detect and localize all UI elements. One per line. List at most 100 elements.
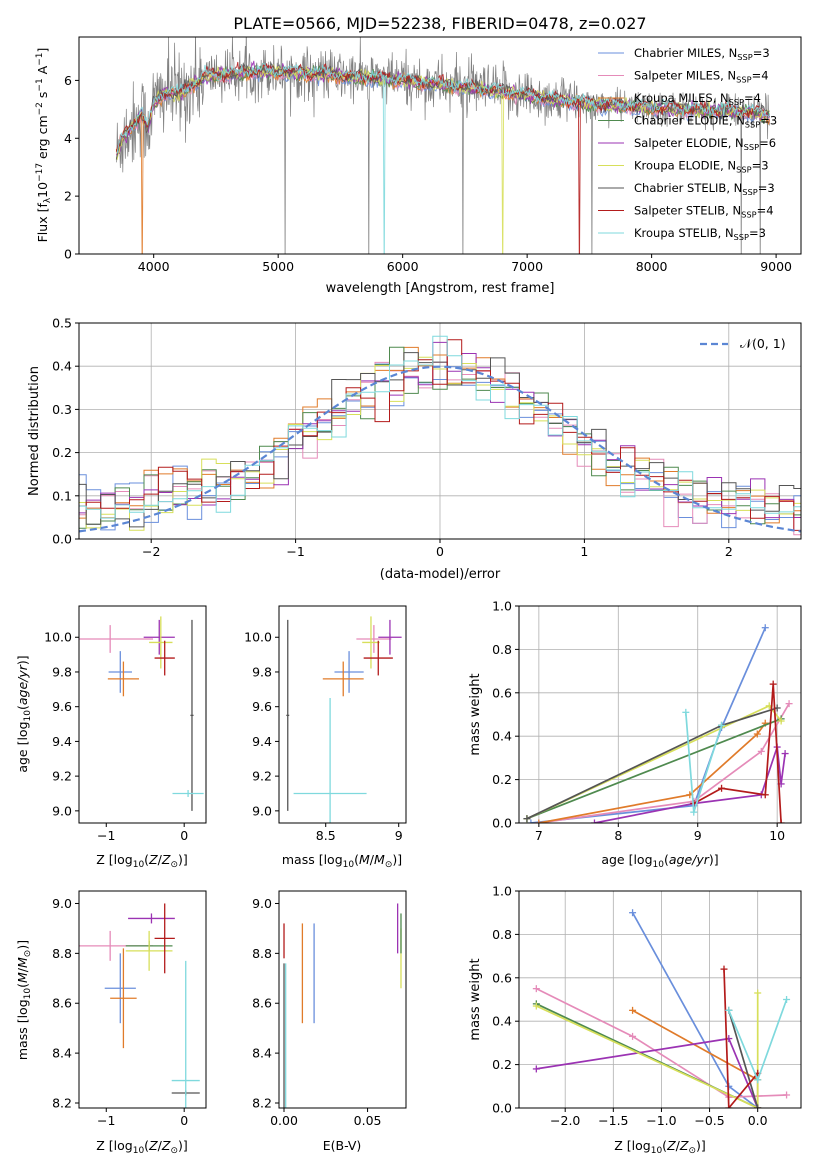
spectrum-model-line <box>116 62 771 254</box>
x-tick-label: 9000 <box>760 259 792 274</box>
x-tick-label: −1 <box>286 544 304 559</box>
chart-residuals: −2 −1 0 1 2 0.0 0.1 0.2 0.3 0.4 0.5 (data-model)/er… <box>27 316 802 582</box>
weight-line <box>538 703 790 823</box>
y-tick-label: 8.4 <box>52 1046 72 1061</box>
legend-entry: Chabrier MILES, NSSP=3 <box>634 46 770 62</box>
y-tick-label: 0 <box>64 247 72 262</box>
y-tick-label: 0.4 <box>52 359 72 374</box>
x-tick-label: −1 <box>97 1113 115 1128</box>
histogram-step-line <box>79 356 801 531</box>
axes-frame <box>518 890 802 1109</box>
legend-entry: Salpeter ELODIE, NSSP=6 <box>634 136 776 152</box>
x-tick-label: −2 <box>142 544 160 559</box>
x-axis-label: E(B-V) <box>323 1138 362 1153</box>
y-tick-label: 1.0 <box>492 599 512 614</box>
plot-area-mass-weight-vs-age <box>523 624 793 823</box>
x-axis-label: age [log10(age/yr)] <box>601 852 718 870</box>
y-tick-label: 4 <box>64 131 72 146</box>
legend-entry: 𝒩(0, 1) <box>740 336 786 351</box>
legend-entry: Salpeter STELIB, NSSP=4 <box>634 204 774 220</box>
y-tick-label: 9.4 <box>52 734 72 749</box>
x-axis-label: Z [log10(Z/Z⊙)] <box>614 1138 706 1156</box>
spectrum-model-line <box>115 60 770 160</box>
plot-area-age-vs-mass <box>286 616 402 823</box>
chart-mass-weight-vs-Z: −2.0 −1.5 −1.0 −0.5 0.0 0.0 0.2 0.4 0.6 0.8 1.0 Z [… <box>468 884 802 1156</box>
x-tick-label: 7000 <box>511 259 543 274</box>
y-tick-label: 0.5 <box>52 316 72 331</box>
x-tick-label: 8 <box>614 828 622 843</box>
y-tick-label: 0.8 <box>492 642 512 657</box>
x-tick-label: 0 <box>180 828 188 843</box>
weight-line <box>723 969 759 1108</box>
chart-spectrum: 4000 5000 6000 7000 8000 9000 0 2 4 6 wavelength [… <box>35 36 802 296</box>
y-tick-label: 9.6 <box>52 699 72 714</box>
weight-line <box>530 627 767 823</box>
plot-area-mass-weight-vs-Z <box>532 909 791 1108</box>
y-tick-label: 9.2 <box>52 769 72 784</box>
x-tick-label: 0 <box>180 1113 188 1128</box>
y-axis-label: mass weight <box>468 673 483 755</box>
y-tick-label: 8.8 <box>52 946 72 961</box>
x-tick-label: −0.5 <box>694 1113 724 1128</box>
x-tick-label: 9 <box>395 828 403 843</box>
x-tick-label: 10 <box>769 828 785 843</box>
x-axis-label: Z [log10(Z/Z⊙)] <box>96 852 188 870</box>
x-tick-label: 0 <box>436 544 444 559</box>
axes-frame <box>278 890 407 1109</box>
histogram-step-line <box>79 352 801 528</box>
weight-line <box>727 1010 759 1108</box>
y-tick-label: 8.4 <box>252 1046 272 1061</box>
y-tick-label: 9.8 <box>52 664 72 679</box>
y-tick-label: 0.6 <box>492 970 512 985</box>
x-tick-label: 5000 <box>262 259 294 274</box>
chart-mass-vs-Z: −1 0 8.2 8.4 8.6 8.8 9.0 Z [log10(Z/Z⊙)] mass [l… <box>15 890 207 1156</box>
spectrum-model-line <box>115 61 770 254</box>
legend-entry: Chabrier STELIB, NSSP=3 <box>634 181 775 197</box>
x-tick-label: −1.5 <box>598 1113 628 1128</box>
y-tick-label: 0.8 <box>492 927 512 942</box>
y-tick-label: 9.2 <box>252 769 272 784</box>
weight-line <box>526 718 782 820</box>
y-axis-label: mass [log10(M/M⊙)] <box>15 940 33 1060</box>
y-tick-label: 9.8 <box>252 664 272 679</box>
plot-area-mass-vs-Z <box>79 903 200 1108</box>
y-tick-label: 8.2 <box>52 1096 72 1111</box>
chart-age-vs-Z: −1 0 9.0 9.2 9.4 9.6 9.8 10.0 Z [log10(Z/Z⊙)] age… <box>15 605 207 870</box>
y-tick-label: 9.0 <box>52 896 72 911</box>
y-tick-label: 9.6 <box>252 699 272 714</box>
x-tick-label: 8000 <box>636 259 668 274</box>
histogram-step-line <box>79 363 801 531</box>
weight-line <box>594 746 786 823</box>
x-tick-label: 0.05 <box>354 1113 382 1128</box>
axes-frame <box>78 890 207 1109</box>
y-tick-label: 0.0 <box>52 532 72 547</box>
x-axis-label: (data-model)/error <box>380 567 501 582</box>
x-tick-label: 1 <box>580 544 588 559</box>
axes-frame <box>78 36 802 255</box>
y-tick-label: 8.2 <box>252 1096 272 1111</box>
y-tick-label: 0.2 <box>492 772 512 787</box>
y-tick-label: 10.0 <box>44 630 72 645</box>
y-tick-label: 0.6 <box>492 685 512 700</box>
y-tick-label: 8.8 <box>252 946 272 961</box>
x-tick-label: 2 <box>725 544 733 559</box>
y-tick-label: 0.4 <box>492 1014 512 1029</box>
legend-entry: Kroupa ELODIE, NSSP=3 <box>634 159 769 175</box>
y-tick-label: 0.0 <box>492 1101 512 1116</box>
weight-line <box>538 722 766 823</box>
y-tick-label: 2 <box>64 189 72 204</box>
x-tick-label: −1 <box>97 828 115 843</box>
x-tick-label: 0.00 <box>270 1113 298 1128</box>
legend-entry: Kroupa STELIB, NSSP=3 <box>634 226 766 242</box>
weight-line <box>536 1037 759 1108</box>
weight-line <box>535 993 759 1108</box>
x-tick-label: 9 <box>694 828 702 843</box>
gaussian-curve <box>79 365 801 533</box>
axes-frame <box>518 605 802 824</box>
legend-entry: Chabrier ELODIE, NSSP=3 <box>634 114 777 130</box>
plot-area-spectrum <box>115 37 771 254</box>
legend-entry: Salpeter MILES, NSSP=4 <box>634 69 769 85</box>
chart-mass-weight-vs-age: 7 8 9 10 0.0 0.2 0.4 0.6 0.8 1.0 age [log10(age/yr… <box>468 599 802 870</box>
x-axis-label: wavelength [Angstrom, rest frame] <box>326 281 555 296</box>
chart-mass-vs-EBV: 0.00 0.05 8.2 8.4 8.6 8.8 9.0 E(B-V) <box>252 890 407 1153</box>
